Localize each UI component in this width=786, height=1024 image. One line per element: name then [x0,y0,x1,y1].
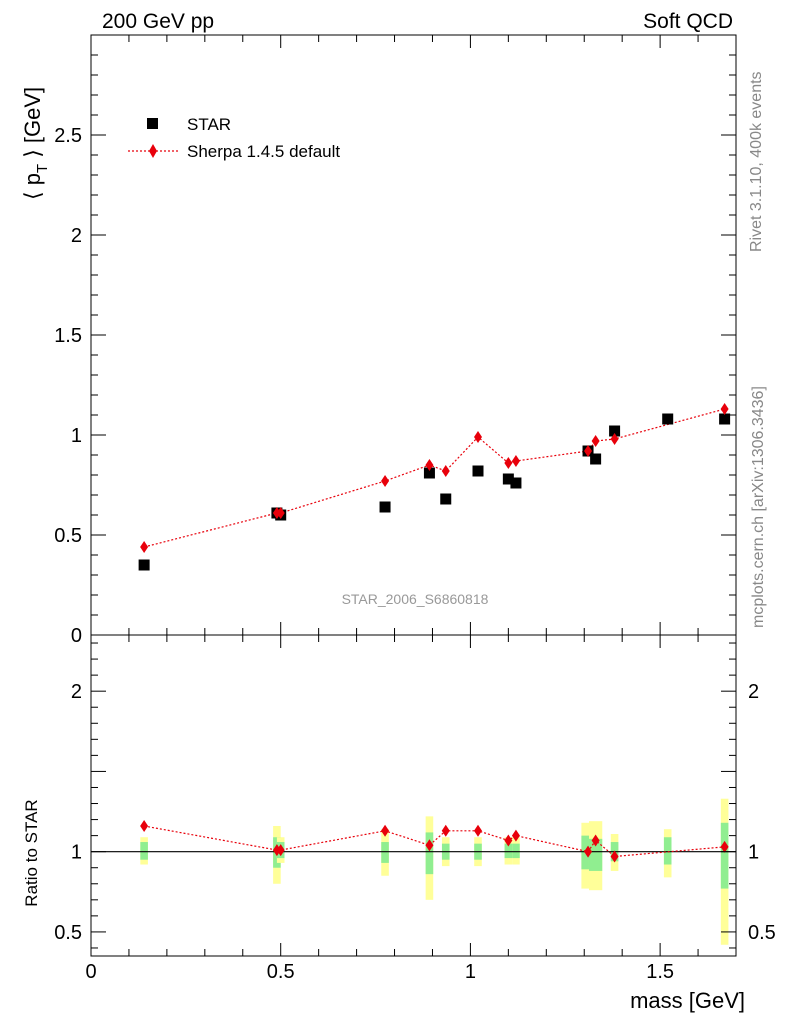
x-tick-label: 0.5 [267,961,295,983]
main-y-tick-label: 1 [71,425,82,447]
sherpa-data-point [511,455,520,467]
sherpa-data-point [584,445,593,457]
sherpa-ratio-point [474,824,482,837]
x-tick-label: 0 [85,961,96,983]
legend-star-label: STAR [187,115,231,134]
sherpa-ratio-point [584,845,593,858]
ratio-panel: 0 0.5 1 1.50.5 0.51 12 2 [54,634,776,983]
star-data-point [138,559,150,571]
stat-band [588,838,603,871]
star-data-point [510,477,522,489]
star-data-point [472,465,484,477]
sherpa-ratio-point [511,829,520,842]
main-y-tick-label: 0.5 [54,525,82,547]
mcplots-reference-label: mcplots.cern.ch [arXiv:1306.3436] [750,386,767,628]
ratio-y-tick-label-right: 2 [748,681,759,703]
sherpa-ratio-point [276,844,285,857]
header-right-label: Soft QCD [643,10,733,33]
star-data-point [379,501,391,513]
sherpa-data-point [425,459,434,471]
ratio-y-tick-label: 2 [71,681,82,703]
stat-band [425,832,434,875]
sherpa-ratio-point [591,834,600,847]
main-y-tick-label: 2.5 [54,125,82,147]
rivet-version-label: Rivet 3.1.10, 400k events [748,71,765,252]
legend-star-marker [147,118,158,129]
sherpa-ratio-point [610,850,619,863]
sherpa-data-point [474,431,482,443]
sherpa-ratio-point [381,824,390,837]
star-data-point [502,473,514,485]
sherpa-data-point [504,457,513,469]
stat-band [381,842,389,863]
ratio-y-tick-label-right: 1 [748,842,759,864]
stat-band [720,822,729,889]
stat-band [140,842,148,860]
stat-band [663,837,672,865]
sherpa-data-point [276,507,285,519]
x-axis-label: mass [GeV] [630,988,745,1013]
ratio-y-tick-label: 1 [71,842,82,864]
ratio-plot-frame [90,634,737,957]
sherpa-data-point [610,433,619,445]
stat-band [512,843,520,859]
main-y-tick-label: 0 [71,625,82,647]
x-tick-label: 1 [465,961,476,983]
sherpa-data-point [720,403,729,415]
legend: STAR Sherpa 1.4.5 default [128,115,340,161]
main-y-axis-label: ⟨ pT ⟩ [GeV] [20,87,51,200]
ratio-y-axis-label: Ratio to STAR [22,799,41,906]
star-data-point [609,425,621,437]
analysis-label: STAR_2006_S6860818 [342,591,489,607]
star-data-point [440,493,452,505]
main-y-tick-label: 1.5 [54,325,82,347]
sherpa-data-point [441,465,450,477]
sherpa-data-point [591,435,600,447]
sherpa-ratio-point [140,819,149,832]
sherpa-ratio-point [504,834,513,847]
ratio-y-tick-label: 0.5 [54,922,82,944]
sherpa-ratio-point [441,824,450,837]
star-data-point [662,413,674,425]
legend-sherpa-label: Sherpa 1.4.5 default [187,142,340,161]
star-data-point [719,413,731,425]
stat-band [504,843,513,859]
sherpa-data-point [140,541,149,553]
main-panel: 0 0.5 1 1.5 2 2.5 STAR_2006_S6860818 STAR She… [54,34,737,647]
star-data-point [590,453,602,465]
header-left-label: 200 GeV pp [102,10,214,33]
sherpa-data-point [381,475,390,487]
sherpa-ratio-point [720,840,729,853]
x-tick-label: 1.5 [646,961,674,983]
star-data-point [423,467,435,479]
ratio-y-tick-label-right: 0.5 [748,922,776,944]
sherpa-ratio-point [425,839,434,852]
main-y-tick-label: 2 [71,225,82,247]
legend-sherpa-marker [149,144,157,158]
